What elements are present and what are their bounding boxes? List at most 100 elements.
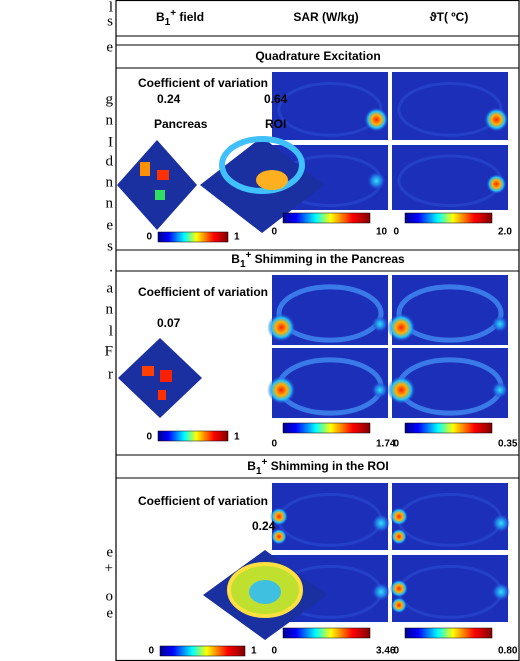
roi-surface (249, 580, 281, 604)
cov-label: Coefficient of variation (138, 494, 268, 508)
title-rest: Shimming in the ROI (267, 459, 388, 473)
margin-text: F (105, 343, 113, 359)
cov-value: 0.07 (157, 316, 181, 330)
colorbar-min: 0 (148, 646, 154, 657)
hot-spot (390, 508, 408, 526)
header-dt: ϑT( ºC) (430, 10, 469, 24)
colorbar-max: 1 (234, 432, 240, 443)
cov-label: Coefficient of variation (138, 76, 268, 90)
roi-surface (256, 170, 288, 190)
page: B 1 + field SAR (W/kg) ϑT( ºC) Quadrature … (0, 0, 520, 661)
heat-map (390, 555, 510, 622)
margin-text: I (108, 134, 113, 150)
heat-map (392, 72, 508, 140)
margin-text: g (106, 91, 114, 107)
colorbar (160, 646, 245, 656)
hot-spot (267, 314, 295, 342)
organ (142, 366, 154, 376)
colorbar-max: 0.35 (498, 439, 518, 450)
colorbar-min: 0 (393, 646, 399, 657)
hot-spot (364, 108, 388, 132)
heat-map (272, 72, 388, 140)
colorbar-min: 0 (393, 439, 399, 450)
hot-spot (492, 514, 510, 532)
hot-spot (267, 376, 295, 404)
hot-spot (367, 172, 385, 190)
colorbar-max: 0.80 (498, 646, 518, 657)
cov-value: 0.64 (264, 92, 288, 106)
title-rest: Shimming in the Pancreas (251, 252, 405, 266)
colorbar-min: 0 (271, 646, 277, 657)
cov-value: 0.24 (252, 519, 276, 533)
colorbar-min: 0 (271, 227, 277, 238)
hot-spot (387, 314, 415, 342)
region-label: ROI (265, 117, 286, 131)
margin-text: n (106, 112, 114, 128)
hot-spot (372, 316, 388, 332)
hot-spot (372, 514, 390, 532)
organ (157, 170, 169, 180)
colorbar (405, 628, 492, 638)
heat-map (387, 275, 508, 345)
organ (158, 390, 166, 400)
colorbar (283, 628, 370, 638)
colorbar-min: 0 (271, 439, 277, 450)
hot-spot (492, 316, 508, 332)
organ (160, 370, 172, 382)
colorbar (158, 431, 228, 441)
header-sar: SAR (W/kg) (293, 10, 358, 24)
margin-text: e (106, 605, 113, 621)
margin-text: n (106, 301, 114, 317)
organ (155, 190, 165, 200)
margin-text: r (108, 366, 113, 382)
title-base: B (247, 459, 256, 473)
colorbar-min: 0 (146, 432, 152, 443)
margin-text: n (106, 174, 114, 190)
colorbar-min: 0 (393, 227, 399, 238)
hot-spot (492, 382, 508, 398)
heat-map (392, 145, 508, 210)
panel-title: Quadrature Excitation (255, 49, 380, 63)
colorbar (283, 423, 370, 433)
hot-spot (486, 174, 506, 194)
b1-base: B (156, 10, 165, 24)
heat-map (390, 483, 510, 550)
hot-spot (391, 597, 407, 613)
margin-text: o (106, 588, 114, 604)
margin-text: s (107, 13, 113, 29)
margin-text: a (106, 280, 113, 296)
colorbar-max: 2.0 (498, 227, 512, 238)
margin-text: + (105, 560, 113, 576)
hot-spot (492, 583, 510, 601)
colorbar (158, 232, 228, 242)
heat-map (267, 348, 388, 418)
colorbar (405, 213, 492, 223)
margin-text: d (106, 153, 114, 169)
hot-spot (372, 583, 390, 601)
margin-text: e (106, 39, 113, 55)
margin-text: s (107, 238, 113, 254)
organ (140, 162, 150, 176)
heat-map (387, 348, 508, 418)
colorbar-max: 1 (251, 646, 257, 657)
heat-map (270, 483, 390, 550)
colorbar (283, 213, 370, 223)
hot-spot (387, 376, 415, 404)
cov-value: 0.24 (157, 92, 181, 106)
b1-rest: field (176, 10, 204, 24)
heat-map (267, 275, 388, 345)
hot-spot (372, 382, 388, 398)
margin-text: n (106, 195, 114, 211)
margin-text: e (106, 217, 113, 233)
colorbar-max: 10 (376, 227, 388, 238)
margin-text: l (109, 323, 113, 339)
hot-spot (390, 580, 408, 598)
hot-spot (484, 108, 508, 132)
margin-text: . (109, 259, 113, 275)
colorbar-min: 0 (146, 232, 152, 243)
colorbar (405, 423, 492, 433)
cov-label: Coefficient of variation (138, 285, 268, 299)
colorbar-max: 1 (234, 232, 240, 243)
margin-text: e (106, 544, 113, 560)
figure: B 1 + field SAR (W/kg) ϑT( ºC) Quadrature … (0, 0, 520, 661)
